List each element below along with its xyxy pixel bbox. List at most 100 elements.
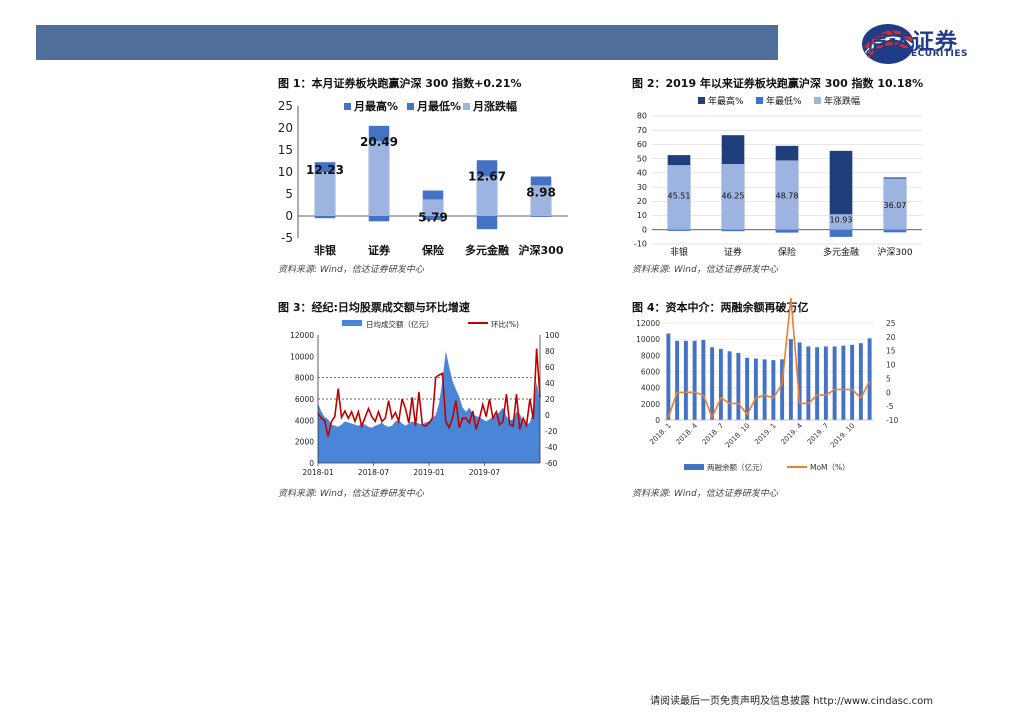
x-tick-label: 2018. 4 bbox=[674, 421, 699, 446]
bar-margin-balance bbox=[823, 346, 828, 420]
bar-low bbox=[883, 229, 907, 233]
y-right-tick-label: 60 bbox=[545, 363, 555, 372]
data-label: 36.07 bbox=[884, 201, 907, 210]
x-tick-label: 2019-01 bbox=[413, 468, 445, 477]
area-daily-turnover bbox=[318, 351, 540, 463]
bar-low bbox=[422, 216, 444, 220]
bar-change bbox=[476, 176, 498, 216]
bar-change bbox=[775, 160, 799, 230]
data-label: 12.67 bbox=[468, 169, 506, 183]
legend-swatch bbox=[344, 103, 351, 110]
chart2-source: 资料来源: Wind，信达证券研发中心 bbox=[632, 265, 778, 275]
chart4-plot: 12000 10000 8000 6000 4000 2000 0 25 20 15 10 5 0 -5 -… bbox=[636, 298, 898, 472]
y-right-tick-label: -10 bbox=[886, 416, 898, 425]
bar-margin-balance bbox=[841, 345, 846, 420]
y-tick-label: -10 bbox=[634, 240, 647, 249]
y-right-tick-label: 5 bbox=[886, 374, 891, 383]
y-left-tick-label: 10000 bbox=[636, 335, 660, 344]
legend-label: 环比(%) bbox=[491, 319, 519, 329]
legend-swatch bbox=[407, 103, 414, 110]
chart4-source: 资料来源: Wind，信达证券研发中心 bbox=[632, 489, 778, 499]
y-right-tick-label: 80 bbox=[545, 347, 555, 356]
bar-margin-balance bbox=[788, 339, 793, 420]
y-right-tick-label: 40 bbox=[545, 379, 555, 388]
x-tick-label: 2018-07 bbox=[358, 468, 390, 477]
footer-disclaimer: 请阅读最后一页免责声明及信息披露 http://www.cindasc.com bbox=[650, 696, 933, 707]
legend-swatch bbox=[463, 103, 470, 110]
chart1-title: 图 1：本月证券板块跑赢沪深 300 指数+0.21% bbox=[278, 77, 522, 90]
bar-low bbox=[667, 229, 691, 231]
y-right-tick-label: 10 bbox=[886, 361, 896, 370]
y-left-tick-label: 12000 bbox=[636, 319, 660, 328]
x-category-label: 保险 bbox=[778, 246, 796, 258]
y-left-tick-label: 2000 bbox=[295, 438, 314, 447]
legend-label: 年最高% bbox=[708, 95, 744, 107]
y-left-tick-label: 8000 bbox=[295, 374, 314, 383]
y-left-tick-label: 2000 bbox=[641, 400, 660, 409]
y-right-tick-label: 15 bbox=[886, 347, 896, 356]
x-category-label: 多元金融 bbox=[465, 243, 509, 257]
bar-change bbox=[368, 141, 390, 216]
data-label: 8.98 bbox=[526, 186, 556, 200]
y-tick-label: 60 bbox=[637, 140, 647, 149]
data-label: 12.23 bbox=[306, 163, 344, 177]
header-bar bbox=[36, 25, 778, 60]
bar-margin-balance bbox=[771, 360, 776, 420]
bar-margin-balance bbox=[797, 342, 802, 420]
bar-margin-balance bbox=[858, 343, 863, 420]
bar-low bbox=[314, 216, 336, 219]
y-tick-label: 0 bbox=[642, 225, 647, 234]
legend-label: 月涨跌幅 bbox=[472, 99, 517, 113]
chart3-title: 图 3：经纪:日均股票成交额与环比增速 bbox=[278, 301, 470, 314]
bar-change bbox=[422, 199, 444, 216]
data-label: 20.49 bbox=[360, 135, 398, 149]
x-tick-label: 2019. 1 bbox=[753, 422, 778, 447]
x-category-label: 保险 bbox=[421, 243, 445, 257]
y-tick-label: 10 bbox=[278, 165, 293, 179]
x-tick-label: 2019. 4 bbox=[779, 421, 804, 446]
y-tick-label: 15 bbox=[278, 143, 293, 157]
bar-low bbox=[775, 229, 799, 233]
bar-low bbox=[530, 216, 552, 217]
chart3-plot: 12000 10000 8000 6000 4000 2000 0 100 80 60 40 20 0 -… bbox=[290, 319, 559, 477]
bar-margin-balance bbox=[683, 340, 688, 420]
y-left-tick-label: 4000 bbox=[641, 384, 660, 393]
bar-margin-balance bbox=[745, 357, 750, 420]
data-label: 46.25 bbox=[722, 192, 745, 201]
y-left-tick-label: 0 bbox=[655, 416, 660, 425]
bar-margin-balance bbox=[710, 347, 715, 420]
bar-low bbox=[368, 216, 390, 222]
x-category-label: 证券 bbox=[368, 243, 391, 257]
legend-swatch bbox=[684, 464, 704, 470]
y-right-tick-label: -5 bbox=[886, 402, 894, 411]
y-tick-label: 50 bbox=[637, 154, 647, 163]
data-label: 48.78 bbox=[776, 192, 799, 201]
chart3-source: 资料来源: Wind，信达证券研发中心 bbox=[278, 489, 424, 499]
x-category-label: 沪深300 bbox=[877, 246, 912, 258]
x-tick-label: 2018. 10 bbox=[724, 422, 752, 450]
y-tick-label: 0 bbox=[285, 209, 293, 223]
y-tick-label: 30 bbox=[637, 183, 647, 192]
y-right-tick-label: -60 bbox=[545, 459, 557, 468]
bar-change bbox=[530, 185, 552, 216]
data-label: 45.51 bbox=[668, 192, 691, 201]
x-category-label: 多元金融 bbox=[823, 246, 859, 258]
bar-change bbox=[883, 178, 907, 230]
legend-label: 年最低% bbox=[766, 95, 802, 107]
legend-label: 日均成交额（亿元） bbox=[366, 319, 434, 329]
y-tick-label: 70 bbox=[637, 126, 647, 135]
y-right-tick-label: 25 bbox=[886, 319, 896, 328]
bar-margin-balance bbox=[867, 338, 872, 420]
y-left-tick-label: 4000 bbox=[295, 416, 314, 425]
y-tick-label: 5 bbox=[285, 187, 293, 201]
y-left-tick-label: 6000 bbox=[641, 368, 660, 377]
x-category-label: 证券 bbox=[724, 246, 742, 258]
bar-margin-balance bbox=[850, 344, 855, 420]
bar-low bbox=[476, 216, 498, 230]
y-left-tick-label: 0 bbox=[309, 459, 314, 468]
bar-margin-balance bbox=[780, 359, 785, 420]
x-category-label: 非银 bbox=[314, 243, 337, 257]
legend-swatch bbox=[698, 97, 705, 104]
y-left-tick-label: 8000 bbox=[641, 351, 660, 360]
chart1-source: 资料来源: Wind，信达证券研发中心 bbox=[278, 265, 424, 275]
